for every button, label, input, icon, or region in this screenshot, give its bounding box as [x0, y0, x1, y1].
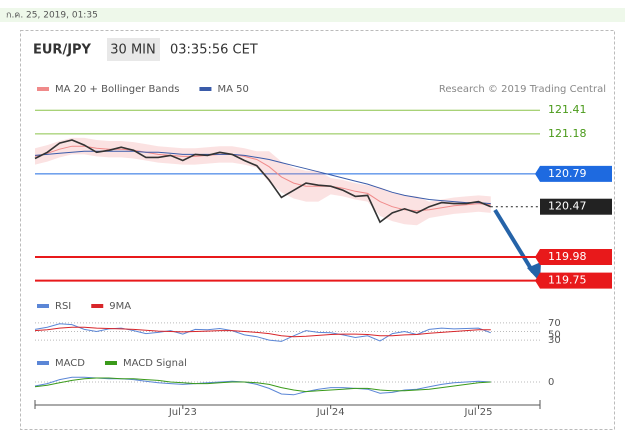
y-tick-label: 70 — [548, 318, 561, 329]
credit: Research © 2019 Trading Central — [439, 84, 606, 95]
legend-label: MA 20 + Bollinger Bands — [55, 84, 179, 95]
timeframe-box — [107, 38, 160, 61]
x-tick-label: Jul 25 — [464, 407, 493, 418]
x-tick-label: Jul 24 — [316, 407, 345, 418]
level-label: 120.47 — [548, 200, 587, 213]
level-label: 120.79 — [548, 167, 587, 180]
symbol: EUR/JPY — [33, 43, 92, 58]
legend-label: MACD — [55, 358, 85, 369]
top-bar — [0, 8, 625, 22]
legend-swatch — [37, 87, 49, 91]
legend-swatch — [104, 361, 117, 365]
series-line — [34, 377, 491, 393]
level-box — [540, 198, 612, 215]
legend-label: 9MA — [109, 301, 131, 312]
legend-swatch — [91, 304, 104, 308]
price-line — [34, 139, 492, 224]
level-box — [540, 249, 612, 265]
y-tick-label: 0 — [548, 377, 554, 388]
level-label: 121.18 — [548, 127, 587, 140]
bollinger-band — [35, 137, 491, 226]
legend-label: RSI — [55, 301, 71, 312]
x-tick-label: Jul 23 — [168, 407, 197, 418]
arrow — [493, 208, 535, 274]
legend-swatch — [199, 87, 212, 91]
chart-panel — [20, 30, 615, 430]
level-label: 121.41 — [548, 103, 587, 116]
level-box-tip — [535, 272, 540, 289]
level-box-tip — [535, 249, 540, 265]
y-tick-label: 30 — [548, 335, 561, 346]
legend-swatch — [37, 304, 49, 308]
series-line — [34, 376, 491, 396]
level-box — [540, 165, 612, 182]
legend-label: MACD Signal — [123, 358, 187, 369]
series-line — [34, 326, 491, 338]
legend-label: MA 50 — [217, 84, 248, 95]
level-box — [540, 272, 612, 289]
time: 03:35:56 CET — [170, 43, 258, 58]
series-line — [34, 150, 491, 205]
level-label: 119.75 — [548, 274, 587, 287]
level-label: 119.98 — [548, 250, 587, 263]
timeframe: 30 MIN — [110, 43, 155, 58]
level-box-tip — [535, 165, 540, 182]
legend-swatch — [37, 361, 49, 365]
y-tick-label: 50 — [548, 330, 561, 341]
timestamp: ก.ค. 25, 2019, 01:35 — [6, 11, 98, 21]
